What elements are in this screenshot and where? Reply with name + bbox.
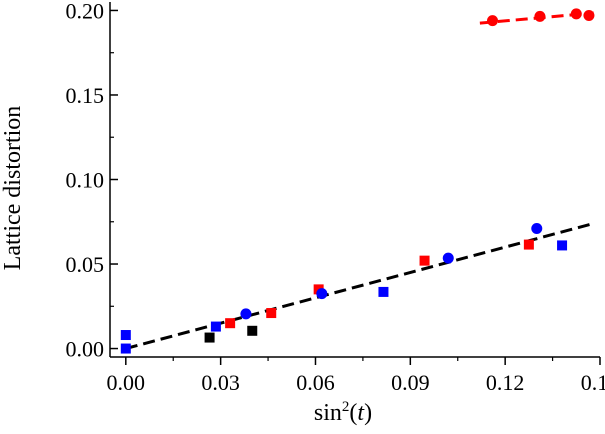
data-point-square (247, 325, 258, 336)
y-tick-label: 0.20 (66, 0, 105, 23)
data-point-square (204, 332, 215, 343)
data-point-square (378, 286, 389, 297)
data-point-square (225, 318, 236, 329)
x-tick-label: 0.00 (107, 370, 146, 395)
data-point-square (210, 321, 221, 332)
data-point-circle (534, 10, 546, 22)
data-point-circle (442, 252, 454, 264)
data-point-square (419, 255, 430, 266)
y-tick-label: 0.15 (66, 83, 105, 108)
axes (109, 2, 600, 358)
ticks: 0.00 0.05 0.10 0.15 0.20 0.00 0.03 0.06 0.09 0.12… (66, 0, 605, 395)
data-point-circle (570, 8, 582, 20)
x-tick-label: 0.03 (201, 370, 240, 395)
fit-lines (125, 11, 594, 350)
x-tick-label: 0.15 (581, 370, 605, 395)
fit-line (125, 222, 591, 350)
y-tick-label: 0.00 (66, 337, 105, 362)
y-tick-label: 0.05 (66, 252, 105, 277)
x-tick-label: 0.12 (486, 370, 525, 395)
data-point-square (557, 240, 568, 251)
data-point-square (120, 343, 131, 354)
x-axis-label-var: t (357, 400, 365, 426)
x-axis-label-close: ) (364, 400, 372, 426)
x-axis-label-base: sin (314, 400, 342, 426)
y-axis-label: Lattice distortion (0, 106, 26, 271)
x-tick-label: 0.09 (391, 370, 430, 395)
x-axis-label-sup: 2 (342, 399, 350, 415)
x-tick-label: 0.06 (296, 370, 335, 395)
data-points (120, 8, 595, 354)
y-tick-label: 0.10 (66, 168, 105, 193)
data-point-square (266, 308, 277, 319)
data-point-square (120, 330, 131, 341)
x-axis-label-open: ( (349, 400, 357, 426)
data-point-square (523, 239, 534, 250)
data-point-circle (531, 223, 543, 235)
x-axis-label: sin2(t) (314, 399, 372, 426)
data-point-circle (316, 288, 328, 300)
data-point-circle (583, 10, 595, 22)
data-point-circle (240, 308, 252, 320)
data-point-circle (487, 15, 499, 27)
